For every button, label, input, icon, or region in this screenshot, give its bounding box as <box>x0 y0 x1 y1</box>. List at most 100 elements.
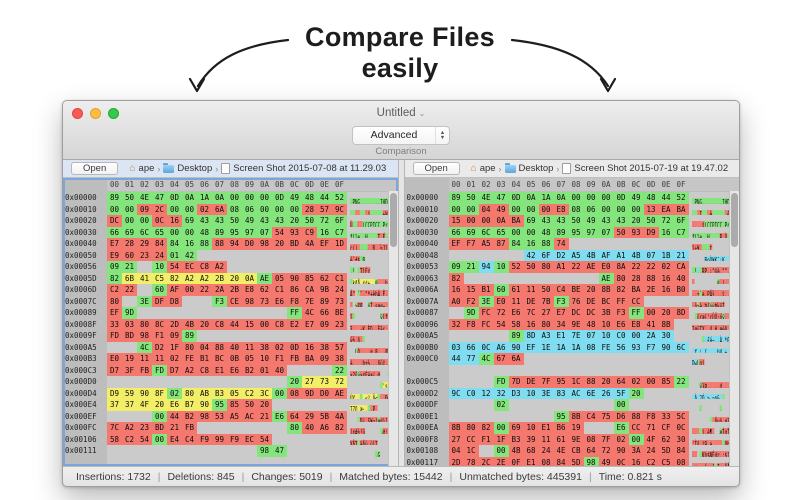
zoom-button[interactable] <box>108 108 119 119</box>
hex-byte-cell[interactable]: FD <box>107 330 122 342</box>
hex-byte-cell[interactable]: 4E <box>553 445 569 457</box>
hex-byte-cell[interactable]: A6 <box>317 422 332 434</box>
breadcrumb-file[interactable]: Screen Shot 2015-07-08 at 11.29.03 <box>233 163 387 174</box>
hex-byte-cell[interactable]: 50 <box>227 215 242 227</box>
hex-byte-cell[interactable]: 4E <box>478 192 494 204</box>
hex-byte-cell[interactable]: 09 <box>317 318 332 330</box>
hex-byte-cell[interactable]: 22 <box>122 284 137 296</box>
hex-byte-cell[interactable]: 00 <box>508 203 524 215</box>
hex-byte-cell[interactable]: 00 <box>613 399 629 411</box>
hex-byte-cell[interactable]: 2E <box>643 284 659 296</box>
hex-byte-cell[interactable]: D9 <box>643 226 659 238</box>
hex-byte-cell[interactable]: 95 <box>212 399 227 411</box>
hex-byte-cell[interactable]: 2A <box>643 330 659 342</box>
hex-byte-cell[interactable]: AC <box>568 387 584 399</box>
hex-byte-cell[interactable]: 4B <box>508 445 524 457</box>
hex-byte-cell[interactable]: A5 <box>227 410 242 422</box>
hex-byte-cell[interactable]: F8 <box>463 318 479 330</box>
hex-byte-cell[interactable]: 2A <box>212 284 227 296</box>
hex-byte-cell[interactable]: 6F <box>673 215 689 227</box>
scrollbar-thumb[interactable] <box>389 193 397 247</box>
hex-byte-cell[interactable]: 00 <box>523 203 539 215</box>
hex-byte-cell[interactable]: 8B <box>568 410 584 422</box>
hex-byte-cell[interactable]: 50 <box>122 192 137 204</box>
hex-byte-cell[interactable]: E7 <box>302 318 317 330</box>
hex-byte-cell[interactable]: BD <box>122 330 137 342</box>
hex-byte-cell[interactable]: FE <box>182 353 197 365</box>
hex-byte-cell[interactable]: C1 <box>332 272 347 284</box>
hex-byte-cell[interactable]: 09 <box>317 353 332 365</box>
hex-byte-cell[interactable]: 16 <box>448 284 464 296</box>
hex-byte-cell[interactable]: 16 <box>523 318 539 330</box>
hex-byte-cell[interactable]: A2 <box>182 364 197 376</box>
hex-byte-cell[interactable]: 23 <box>137 249 152 261</box>
hex-byte-cell[interactable]: E6 <box>508 307 524 319</box>
hex-byte-cell[interactable]: 48 <box>197 226 212 238</box>
hex-byte-cell[interactable]: 3B <box>598 307 614 319</box>
hex-byte-cell[interactable]: D0 <box>317 387 332 399</box>
hex-byte-cell[interactable]: 88 <box>212 341 227 353</box>
scrollbar-left[interactable] <box>387 191 398 466</box>
hex-byte-cell[interactable]: EF <box>523 341 539 353</box>
hex-byte-cell[interactable]: FC <box>478 307 494 319</box>
hex-byte-cell[interactable]: 50 <box>643 215 659 227</box>
hex-byte-cell[interactable]: C7 <box>332 226 347 238</box>
hex-byte-cell[interactable]: E7 <box>553 307 569 319</box>
hex-byte-cell[interactable]: 88 <box>583 376 599 388</box>
hex-byte-cell[interactable]: E6 <box>227 364 242 376</box>
hex-byte-cell[interactable]: 60 <box>493 284 509 296</box>
hex-byte-cell[interactable]: 00 <box>167 203 182 215</box>
hex-byte-cell[interactable]: 9D <box>122 307 137 319</box>
hex-byte-cell[interactable]: 0A <box>182 192 197 204</box>
hex-byte-cell[interactable]: 98 <box>257 445 272 457</box>
hex-byte-cell[interactable]: 6F <box>538 249 554 261</box>
hex-byte-cell[interactable]: 0A <box>493 215 509 227</box>
hex-byte-cell[interactable]: 3A <box>628 445 644 457</box>
hex-byte-cell[interactable]: 0A <box>553 192 569 204</box>
hex-byte-cell[interactable]: 08 <box>287 387 302 399</box>
hex-byte-cell[interactable]: 69 <box>508 422 524 434</box>
hex-byte-cell[interactable]: E1 <box>538 422 554 434</box>
hex-byte-cell[interactable]: 00 <box>583 192 599 204</box>
hex-byte-cell[interactable]: EC <box>242 433 257 445</box>
hex-byte-cell[interactable]: FC <box>478 318 494 330</box>
hex-byte-cell[interactable]: A1 <box>613 249 629 261</box>
hex-byte-cell[interactable]: 26 <box>598 387 614 399</box>
hex-byte-cell[interactable]: 54 <box>167 261 182 273</box>
hex-byte-cell[interactable]: C1 <box>272 284 287 296</box>
hex-byte-cell[interactable]: CB <box>568 445 584 457</box>
hex-byte-cell[interactable]: 0C <box>673 422 689 434</box>
hex-byte-cell[interactable]: E1 <box>553 330 569 342</box>
hex-byte-cell[interactable]: 7E <box>302 295 317 307</box>
hex-byte-cell[interactable]: AE <box>257 272 272 284</box>
hex-byte-cell[interactable]: 1F <box>167 341 182 353</box>
hex-byte-cell[interactable]: AE <box>598 272 614 284</box>
hex-byte-cell[interactable]: A2 <box>197 272 212 284</box>
hex-byte-cell[interactable]: 39 <box>523 433 539 445</box>
hex-byte-cell[interactable]: D9 <box>107 387 122 399</box>
hex-byte-cell[interactable]: C2 <box>107 284 122 296</box>
hex-byte-cell[interactable]: 64 <box>583 445 599 457</box>
hex-byte-cell[interactable]: 15 <box>448 215 464 227</box>
hex-byte-cell[interactable]: 2C <box>152 203 167 215</box>
hex-byte-cell[interactable]: 83 <box>553 387 569 399</box>
hex-byte-cell[interactable]: 69 <box>182 215 197 227</box>
hex-byte-cell[interactable]: 0A <box>523 192 539 204</box>
hex-byte-cell[interactable]: 73 <box>332 295 347 307</box>
hex-byte-cell[interactable]: 04 <box>448 445 464 457</box>
hex-byte-cell[interactable]: 82 <box>613 284 629 296</box>
hex-byte-cell[interactable]: 72 <box>332 376 347 388</box>
hex-byte-cell[interactable]: 73 <box>257 295 272 307</box>
hex-byte-cell[interactable]: 52 <box>332 192 347 204</box>
hex-byte-cell[interactable]: 5C <box>673 410 689 422</box>
hex-byte-cell[interactable]: CC <box>463 433 479 445</box>
hex-byte-cell[interactable]: D2 <box>553 249 569 261</box>
hex-byte-cell[interactable]: A6 <box>493 341 509 353</box>
hex-byte-cell[interactable]: 4B <box>583 249 599 261</box>
hex-byte-cell[interactable]: 09 <box>167 330 182 342</box>
hex-byte-cell[interactable]: 89 <box>182 330 197 342</box>
hex-byte-cell[interactable]: 21 <box>673 249 689 261</box>
hex-byte-cell[interactable]: 87 <box>493 238 509 250</box>
breadcrumb-file[interactable]: Screen Shot 2015-07-19 at 19.47.02 <box>574 163 729 174</box>
hex-byte-cell[interactable]: 43 <box>538 215 554 227</box>
